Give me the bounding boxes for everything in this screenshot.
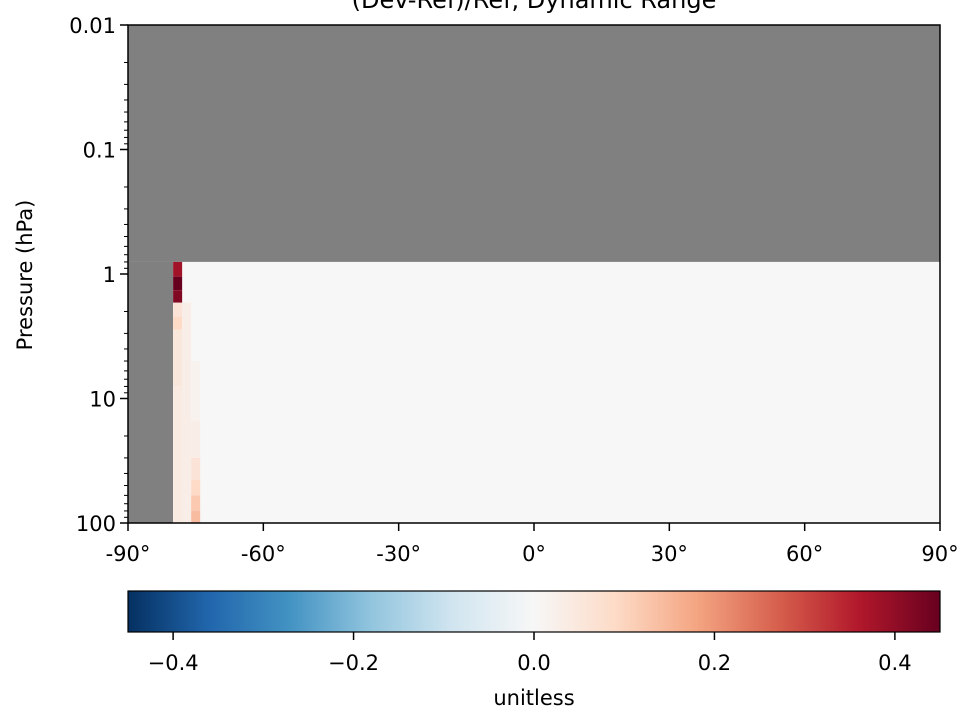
x-tick-label: 60° (786, 542, 823, 566)
y-axis-label: Pressure (hPa) (13, 200, 37, 351)
x-tick-label: 30° (651, 542, 688, 566)
y-tick-label: 1 (103, 263, 116, 287)
x-tick-label: -30° (376, 542, 421, 566)
heatmap-cell (191, 479, 201, 496)
colorbar-tick-label: 0.4 (878, 651, 911, 675)
heatmap-plot-area (128, 25, 940, 523)
x-tick-label: 90° (921, 542, 958, 566)
heatmap-cell (173, 386, 183, 523)
x-tick-label: -90° (106, 542, 151, 566)
y-tick-label: 100 (76, 512, 116, 536)
x-tick-label: -60° (241, 542, 286, 566)
heatmap-cell (173, 261, 183, 277)
heatmap-cell (191, 495, 201, 511)
x-axis: -90° -60° -30° 0° 30° 60° 90° (106, 523, 959, 566)
x-tick-label: 0° (522, 542, 546, 566)
y-tick-label: 0.1 (83, 139, 116, 163)
heatmap-cell (173, 316, 183, 330)
y-tick-label: 0.01 (69, 14, 116, 38)
colorbar-tick-label: −0.2 (328, 651, 379, 675)
colorbar-axis: −0.4 −0.2 0.0 0.2 0.4 (148, 632, 912, 675)
y-axis: 0.01 0.1 1 10 100 (69, 14, 128, 536)
heatmap-cell (191, 457, 201, 480)
heatmap-cell (173, 276, 183, 291)
heatmap-cell (191, 510, 201, 523)
colorbar-tick-label: −0.4 (148, 651, 199, 675)
colorbar (127, 590, 941, 633)
heatmap-cell (182, 457, 192, 523)
colorbar-tick-label: 0.0 (517, 651, 550, 675)
colorbar-tick-label: 0.2 (698, 651, 731, 675)
missing-data-region (128, 25, 940, 262)
heatmap-cell (173, 290, 183, 303)
y-tick-label: 10 (89, 388, 116, 412)
heatmap-cell (191, 361, 201, 421)
data-region (173, 261, 940, 523)
chart-title: (Dev-Ref)/Ref, Dynamic Range (352, 0, 717, 14)
heatmap-cell (173, 329, 183, 387)
heatmap-cell (191, 420, 201, 458)
heatmap-cell (173, 302, 183, 317)
colorbar-label: unitless (493, 686, 574, 710)
missing-data-region (128, 261, 174, 523)
heatmap-cell (182, 302, 192, 458)
